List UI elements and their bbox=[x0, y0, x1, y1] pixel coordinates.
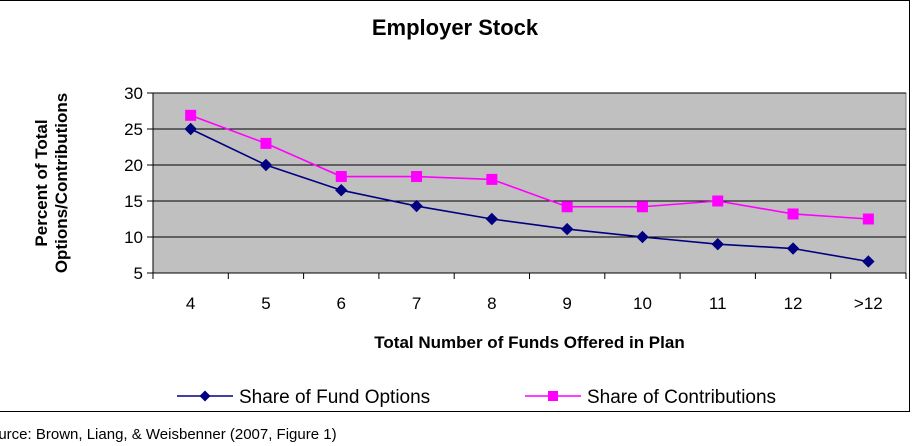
chart-title: Employer Stock bbox=[372, 15, 539, 40]
y-tick-label: 5 bbox=[134, 264, 143, 283]
data-point-1 bbox=[712, 195, 724, 207]
x-tick-label: 8 bbox=[487, 294, 496, 313]
data-point-1 bbox=[787, 208, 799, 220]
x-tick-label: 6 bbox=[337, 294, 346, 313]
data-point-0 bbox=[786, 242, 800, 255]
data-point-1 bbox=[411, 171, 423, 183]
line-chart: Employer Stock 5 10 15 20 25 30 4 5 6 7 8 9 10 11 12 >12… bbox=[32, 15, 907, 408]
legend-marker-1 bbox=[548, 391, 558, 401]
x-tick-label: 7 bbox=[412, 294, 421, 313]
data-point-1 bbox=[260, 137, 272, 149]
data-point-0 bbox=[862, 255, 875, 268]
y-tick-label: 30 bbox=[124, 84, 143, 103]
y-tick-label: 20 bbox=[124, 156, 143, 175]
x-tick-label: 12 bbox=[784, 294, 803, 313]
y-axis-label-line: Options/Contributions bbox=[52, 93, 71, 273]
data-point-0 bbox=[485, 212, 499, 226]
data-point-0 bbox=[410, 199, 423, 213]
data-point-0 bbox=[711, 237, 724, 251]
x-axis-label: Total Number of Funds Offered in Plan bbox=[374, 333, 684, 352]
plot-area bbox=[152, 92, 907, 274]
chart-frame: Employer Stock 5 10 15 20 25 30 4 5 6 7 8 9 10 11 12 >12… bbox=[0, 0, 910, 412]
legend-marker-0 bbox=[199, 390, 211, 402]
legend-label-1: Share of Contributions bbox=[587, 387, 776, 408]
y-tick-label: 10 bbox=[124, 228, 143, 247]
data-point-0 bbox=[636, 230, 649, 244]
data-point-1 bbox=[636, 201, 648, 213]
y-tick-label: 25 bbox=[124, 120, 143, 139]
source-note: ource: Brown, Liang, & Weisbenner (2007,… bbox=[0, 426, 337, 443]
legend-label-0: Share of Fund Options bbox=[239, 387, 430, 408]
data-point-1 bbox=[486, 173, 498, 185]
data-point-1 bbox=[185, 109, 197, 121]
data-point-0 bbox=[184, 122, 197, 136]
x-tick-label: 11 bbox=[709, 294, 727, 313]
y-tick-label: 15 bbox=[124, 192, 143, 211]
y-axis-label-line: Percent of Total bbox=[32, 119, 51, 246]
data-point-0 bbox=[259, 158, 273, 172]
data-point-0 bbox=[560, 222, 574, 236]
x-tick-label: 4 bbox=[186, 294, 195, 313]
x-tick-label: 10 bbox=[633, 294, 652, 313]
series-line-0 bbox=[190, 128, 869, 263]
data-point-0 bbox=[335, 183, 348, 197]
data-point-1 bbox=[561, 201, 573, 213]
x-tick-label: 5 bbox=[261, 294, 270, 313]
data-point-1 bbox=[862, 213, 874, 225]
x-tick-label: 9 bbox=[562, 294, 571, 313]
x-tick-label: >12 bbox=[854, 294, 883, 313]
series-line-1 bbox=[190, 114, 869, 220]
data-point-1 bbox=[335, 171, 347, 183]
